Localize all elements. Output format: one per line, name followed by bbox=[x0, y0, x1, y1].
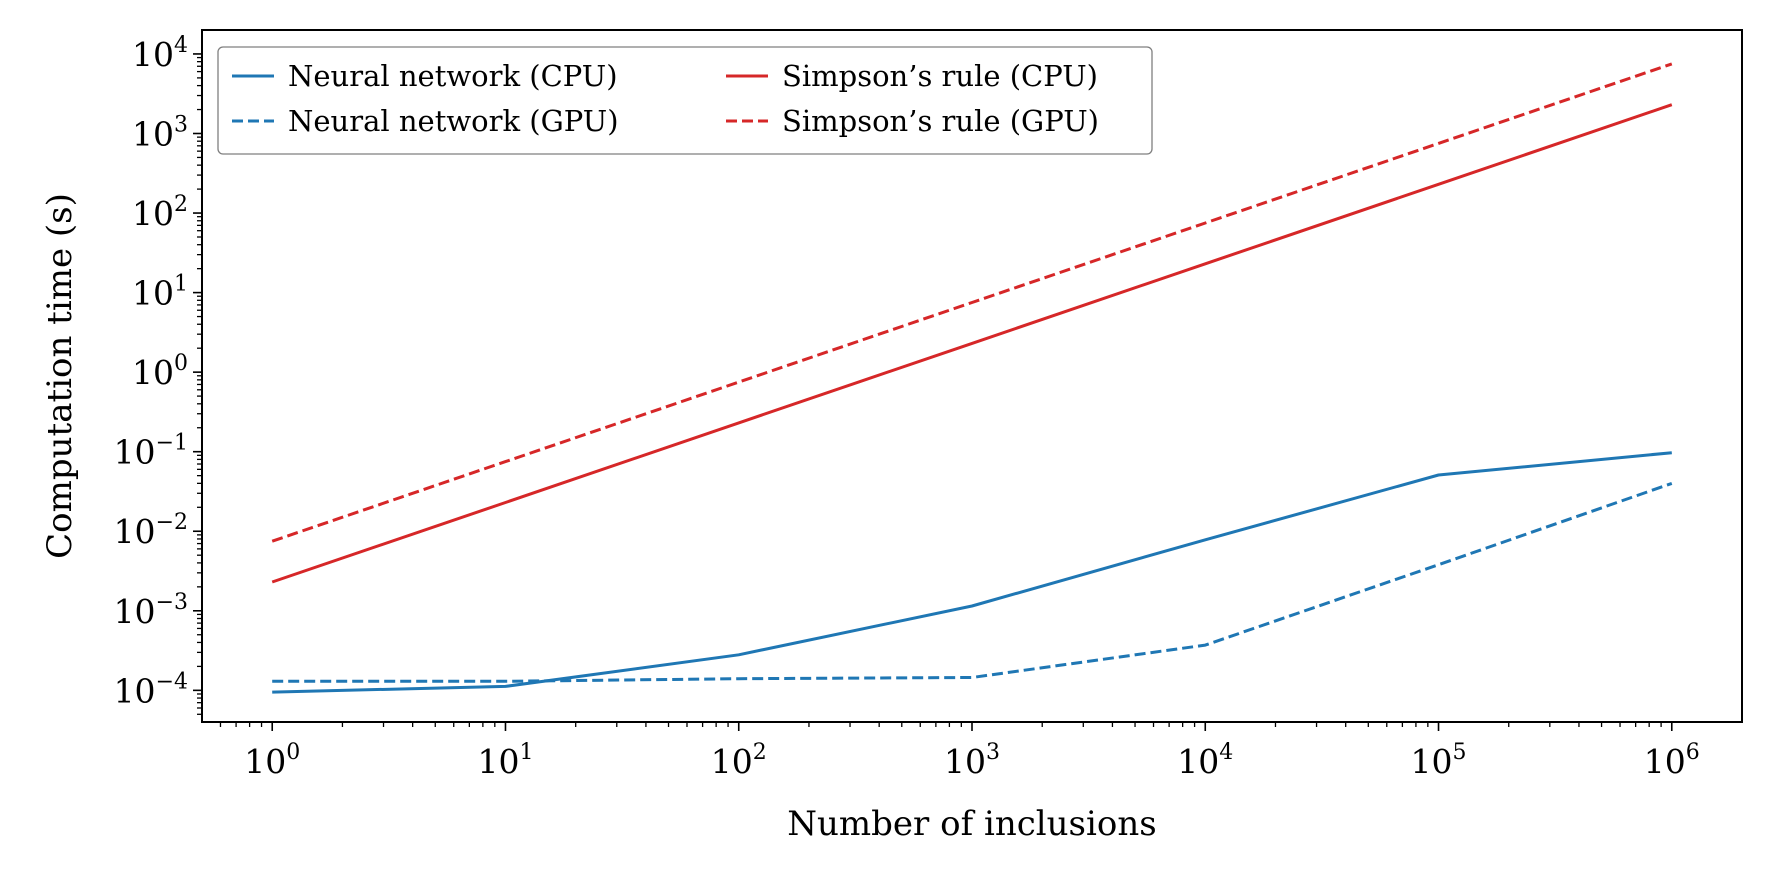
y-axis-label: Computation time (s) bbox=[40, 193, 80, 559]
ticks-layer: 100 101 102 103 104 105 106 10−4 10−3 10−2 10−1 100… bbox=[114, 33, 1700, 781]
y-tick-label: 10−4 bbox=[114, 669, 188, 710]
y-tick-label: 10−1 bbox=[114, 431, 188, 472]
y-tick-label: 104 bbox=[132, 33, 188, 74]
y-tick-label: 10−2 bbox=[114, 510, 188, 551]
series-line-1 bbox=[272, 451, 1672, 694]
x-tick-label: 101 bbox=[477, 740, 533, 781]
series-line-3 bbox=[271, 103, 1673, 584]
legend-label: Simpson’s rule (CPU) bbox=[782, 59, 1098, 93]
x-tick-label: 105 bbox=[1411, 740, 1467, 781]
series-line-4 bbox=[271, 62, 1673, 543]
legend-label: Neural network (GPU) bbox=[288, 104, 619, 138]
y-tick-label: 10−3 bbox=[114, 590, 188, 631]
x-tick-label: 103 bbox=[944, 740, 1000, 781]
x-tick-label: 102 bbox=[711, 740, 767, 781]
x-tick-label: 106 bbox=[1644, 740, 1700, 781]
legend-label: Neural network (CPU) bbox=[288, 59, 618, 93]
legend-label: Simpson’s rule (GPU) bbox=[782, 104, 1099, 138]
y-tick-label: 101 bbox=[132, 272, 188, 313]
legend: Neural network (CPU) Neural network (GPU)… bbox=[217, 46, 1153, 155]
y-tick-label: 100 bbox=[132, 351, 188, 392]
x-axis-label: Number of inclusions bbox=[787, 804, 1156, 844]
legend-box bbox=[217, 46, 1153, 155]
y-tick-label: 103 bbox=[132, 112, 188, 153]
series-layer bbox=[271, 62, 1673, 694]
y-tick-label: 102 bbox=[132, 192, 188, 233]
x-tick-label: 100 bbox=[244, 740, 300, 781]
series-line-2 bbox=[272, 481, 1673, 683]
x-tick-label: 104 bbox=[1177, 740, 1233, 781]
